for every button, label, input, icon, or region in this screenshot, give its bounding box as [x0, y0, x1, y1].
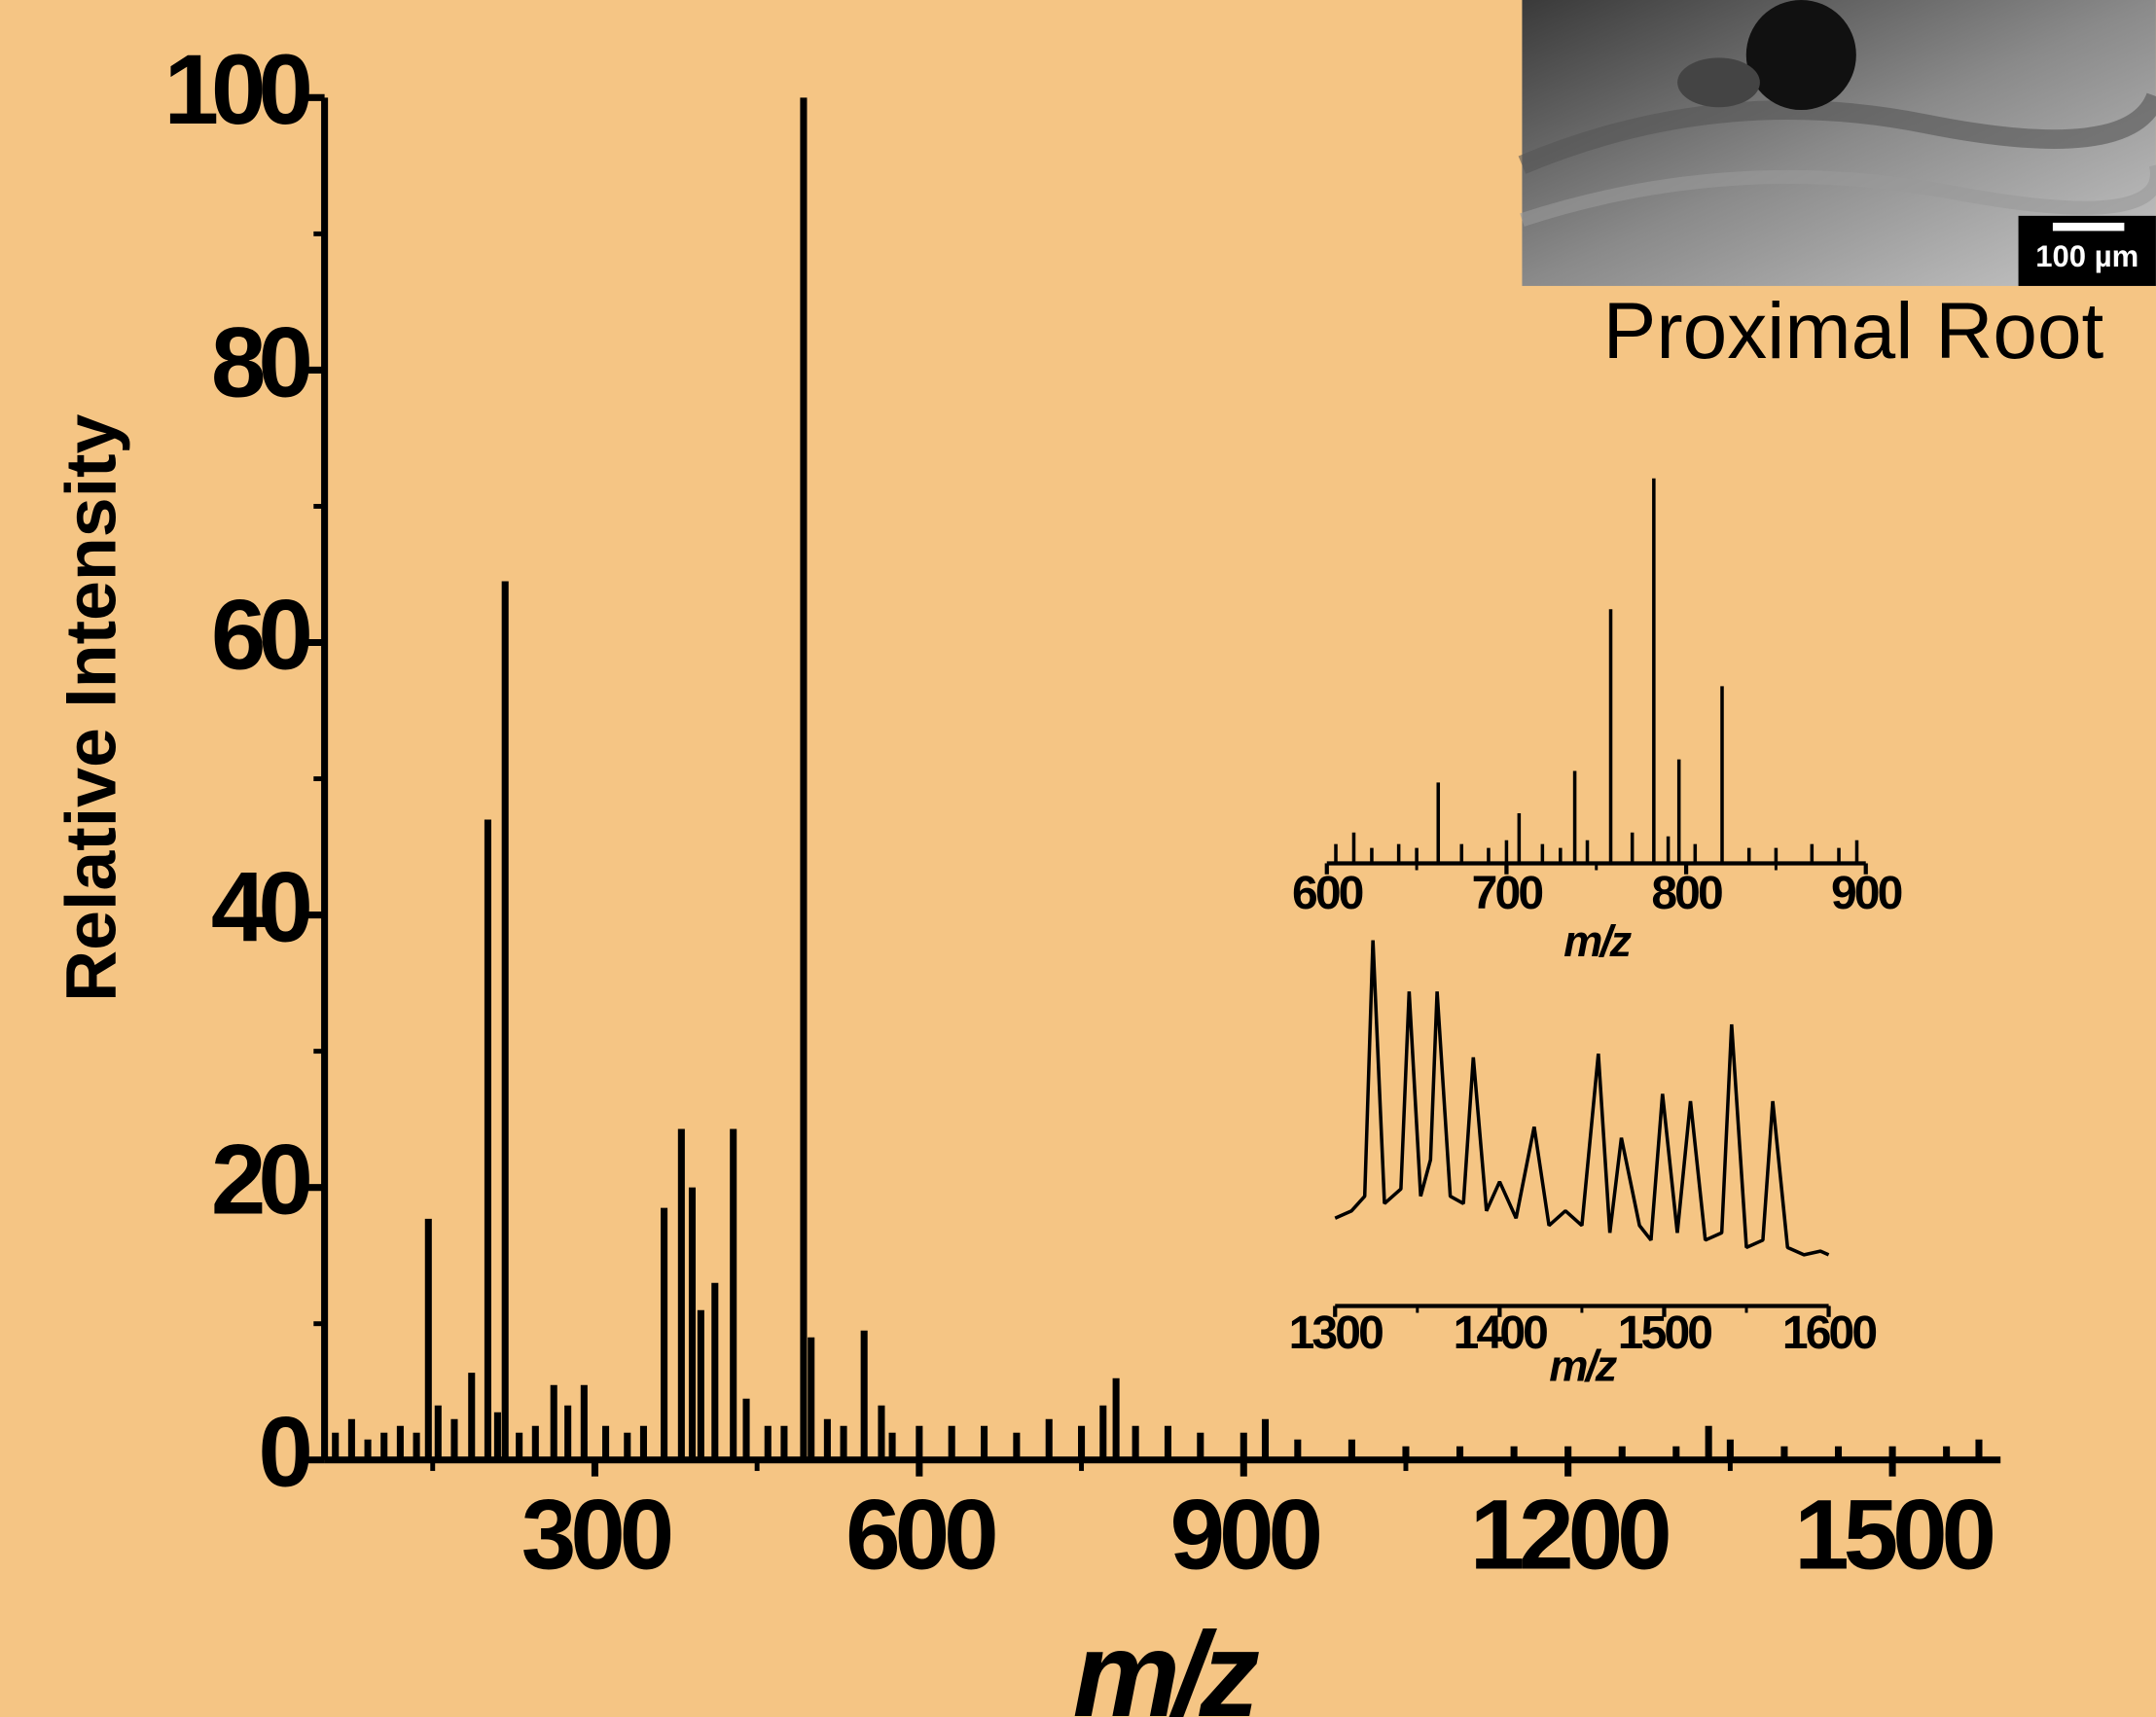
- x-tick-label: 1500: [1794, 1479, 1993, 1590]
- y-tick-label: 80: [211, 306, 309, 417]
- photo: 100 µm: [1518, 0, 2156, 286]
- y-tick-label: 20: [211, 1125, 309, 1235]
- x-tick-label: 600: [1292, 868, 1363, 919]
- x-tick-label: 1300: [1289, 1307, 1383, 1359]
- photo-texture: [1518, 91, 2156, 174]
- x-tick-label: 1200: [1470, 1479, 1669, 1590]
- x-tick-label: 1400: [1454, 1307, 1547, 1359]
- x-tick-label: 900: [1170, 1479, 1320, 1590]
- x-tick-label: 600: [845, 1479, 995, 1590]
- x-axis-label: m/z: [1072, 1607, 1259, 1717]
- y-tick-label: 40: [211, 851, 309, 962]
- x-tick-label: 300: [521, 1479, 671, 1590]
- x-tick-label: 1600: [1782, 1307, 1876, 1359]
- photo-texture: [1520, 164, 2156, 227]
- photo-feature: [1745, 0, 1856, 111]
- scale-bar: [2052, 222, 2125, 232]
- y-tick-label: 60: [211, 579, 309, 690]
- y-tick-label: 0: [258, 1397, 309, 1508]
- photo-caption: Proximal Root: [1603, 287, 2104, 376]
- x-tick-label: 800: [1651, 868, 1722, 919]
- scale-bar-label: 100 µm: [2035, 239, 2138, 273]
- x-axis-label: m/z: [1563, 916, 1632, 966]
- y-tick-label: 100: [163, 34, 309, 145]
- x-tick-label: 700: [1472, 868, 1543, 919]
- x-axis-label: m/z: [1549, 1341, 1617, 1390]
- photo-feature: [1677, 57, 1760, 108]
- x-tick-label: 900: [1831, 868, 1902, 919]
- spectrum-line: [1334, 940, 1830, 1257]
- y-axis-label: Relative Intensity: [50, 413, 130, 1001]
- x-tick-label: 1500: [1618, 1307, 1711, 1359]
